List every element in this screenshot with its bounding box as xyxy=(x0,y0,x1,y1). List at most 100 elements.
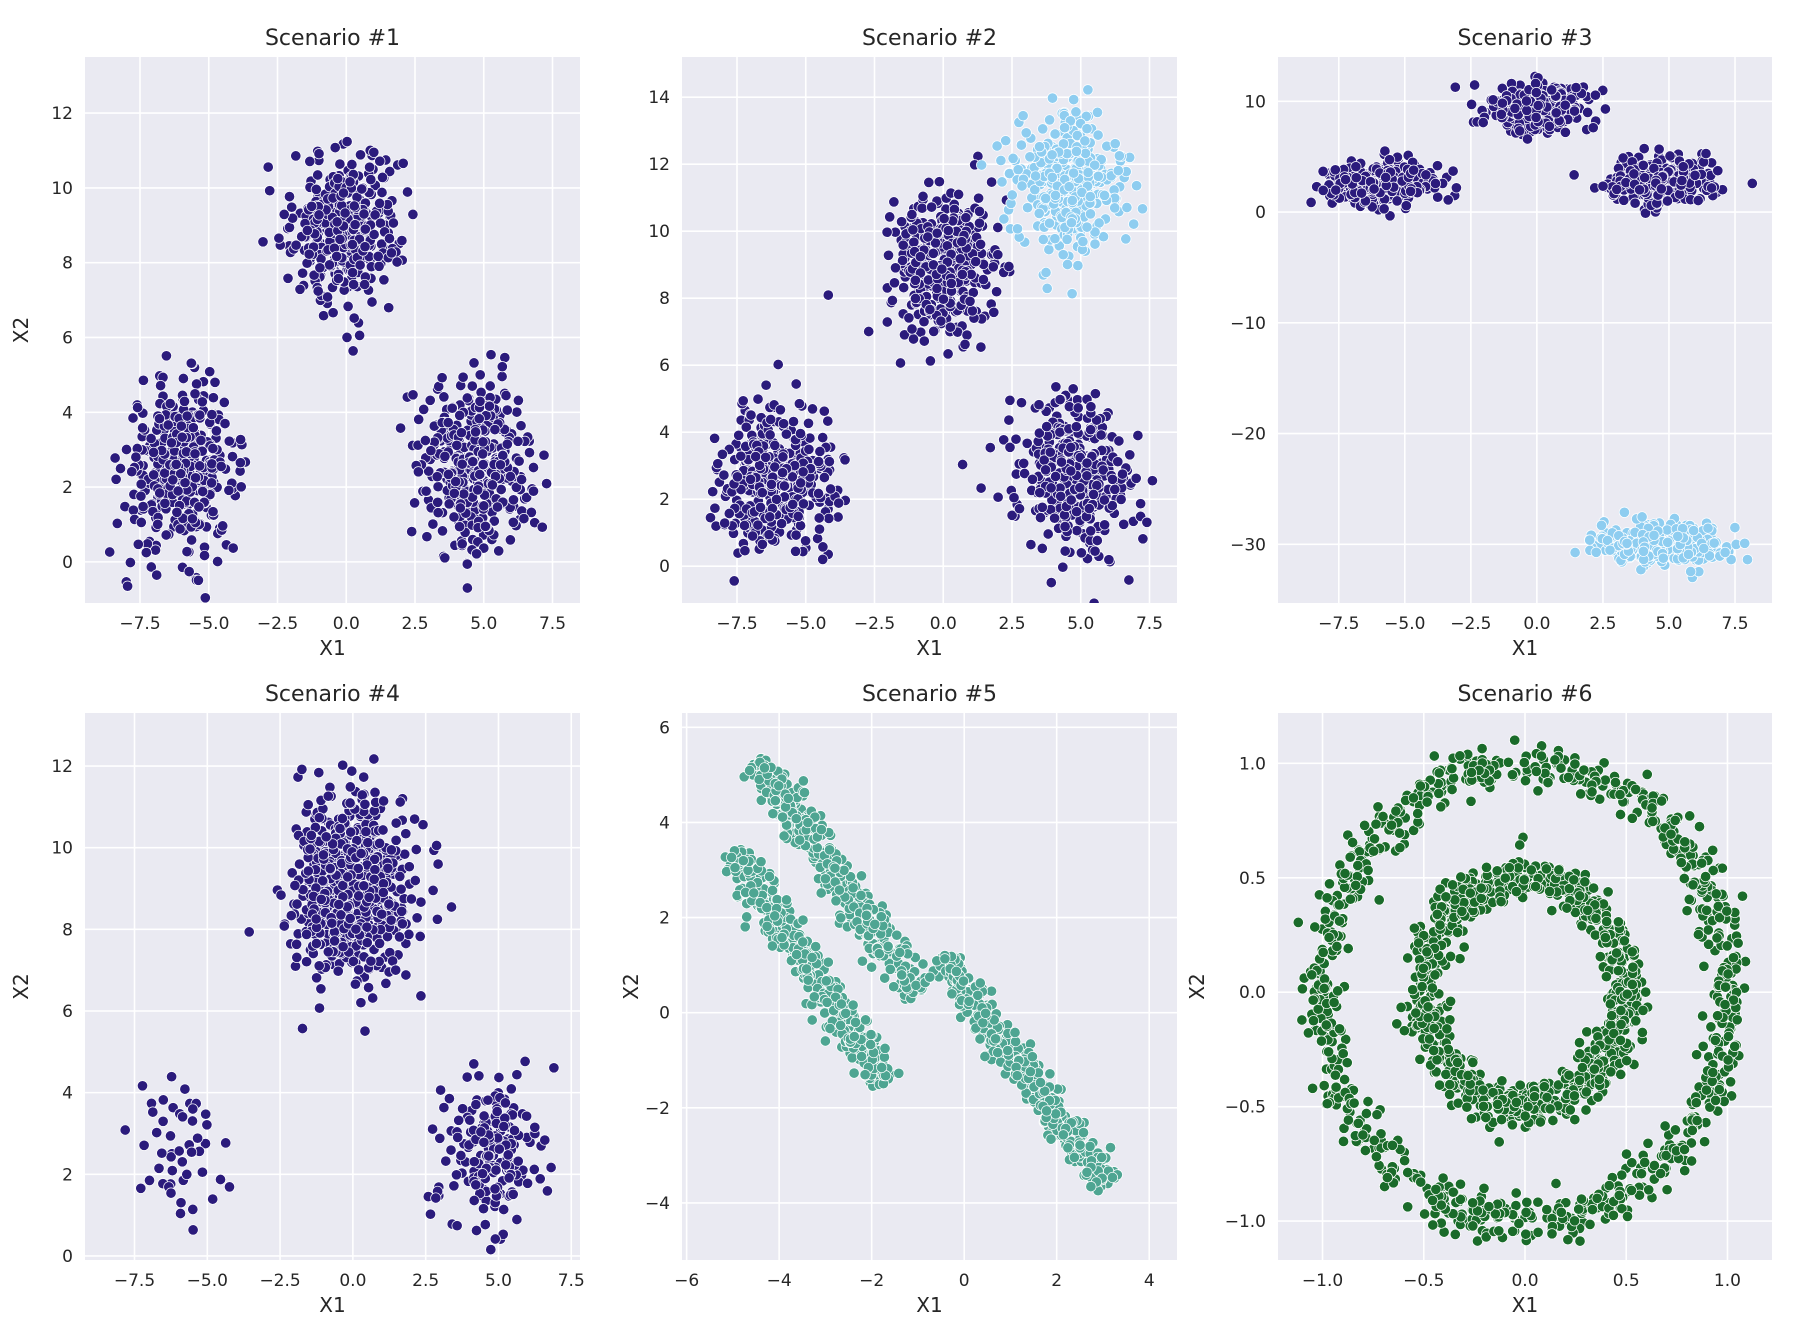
scatter-point xyxy=(413,413,425,425)
scatter-point xyxy=(916,202,928,214)
scatter-point xyxy=(461,558,473,570)
scatter-point xyxy=(1350,172,1362,184)
plot-area xyxy=(1278,57,1772,603)
scatter-point xyxy=(406,526,418,538)
scatter-point xyxy=(817,553,829,565)
scatter-point xyxy=(1033,399,1045,411)
scatter-point xyxy=(1010,433,1022,445)
scatter-point xyxy=(1097,464,1109,476)
scatter-point xyxy=(1033,141,1046,153)
scatter-point xyxy=(415,896,427,908)
scatter-point xyxy=(1003,414,1015,426)
scatter-point xyxy=(456,458,468,470)
scatter-point xyxy=(927,247,939,259)
scatter-point xyxy=(164,1130,177,1142)
scatter-point xyxy=(358,208,370,220)
scatter-point xyxy=(1011,223,1024,235)
scatter-point xyxy=(976,159,988,171)
scatter-point xyxy=(790,529,802,541)
scatter-point xyxy=(1059,521,1071,533)
scatter-point xyxy=(1081,457,1093,469)
scatter-point xyxy=(832,511,844,523)
scatter-point xyxy=(760,379,772,391)
scatter-point xyxy=(986,176,998,188)
scatter-point xyxy=(769,439,781,451)
scatter-point xyxy=(468,357,480,369)
scatter-point xyxy=(314,262,326,274)
scatter-point xyxy=(1350,161,1362,173)
scatter-point xyxy=(776,518,788,530)
chart-title: Scenario #2 xyxy=(862,26,997,51)
scatter-point xyxy=(764,511,776,523)
scatter-point xyxy=(1587,122,1599,134)
scatter-points xyxy=(104,136,553,603)
scatter-point xyxy=(124,556,136,569)
scatter-point xyxy=(1442,194,1454,206)
scatter-point xyxy=(372,250,384,262)
scatter-point xyxy=(956,268,968,280)
scatter-point xyxy=(496,361,508,373)
scatter-point xyxy=(1019,467,1031,480)
scatter-point xyxy=(501,438,513,450)
scatter-point xyxy=(813,523,826,535)
scatter-point xyxy=(304,155,316,167)
scatter-point xyxy=(470,426,482,438)
scatter-point xyxy=(1112,165,1124,177)
scatter-point xyxy=(745,473,757,485)
scatter-point xyxy=(111,517,123,529)
scatter-point xyxy=(1521,104,1533,116)
scatter-point xyxy=(1689,169,1701,181)
scatter-point xyxy=(944,321,956,333)
scatter-point xyxy=(174,523,186,535)
scatter-point xyxy=(988,306,1000,318)
scatter-point xyxy=(733,429,745,441)
scatter-point xyxy=(157,1094,169,1106)
scatter-point xyxy=(354,259,366,271)
scatter-point xyxy=(313,148,325,160)
scatter-point xyxy=(1087,488,1100,500)
scatter-point xyxy=(719,517,731,529)
scatter-point xyxy=(1109,483,1121,495)
scatter-point xyxy=(218,396,230,408)
scatter-point xyxy=(1022,202,1034,214)
scatter-point xyxy=(136,1080,149,1092)
scatter-point xyxy=(348,312,360,324)
y-tick-label: 12 xyxy=(51,104,73,124)
scatter-point xyxy=(162,419,174,431)
scatter-point xyxy=(312,169,324,181)
scatter-point xyxy=(438,391,450,403)
scatter-point xyxy=(1661,195,1674,207)
scatter-point xyxy=(1030,170,1042,182)
scatter-point xyxy=(1071,525,1083,537)
scatter-point xyxy=(917,190,929,202)
scatter-point xyxy=(344,176,356,188)
scatter-point xyxy=(337,187,350,199)
y-tick-label: 6 xyxy=(62,328,73,348)
scatter-point xyxy=(373,260,385,272)
scatter-point xyxy=(1037,233,1049,246)
scatter-point xyxy=(436,372,448,384)
scatter-point xyxy=(764,429,776,441)
x-tick-label: −2.5 xyxy=(1450,614,1491,634)
scatter-point xyxy=(977,274,989,286)
scatter-point xyxy=(909,274,921,286)
scatter-point xyxy=(346,238,358,251)
scatter-point xyxy=(1589,89,1601,101)
scatter-point xyxy=(119,1124,131,1136)
scatter-point xyxy=(1088,597,1100,603)
scatter-point xyxy=(383,232,396,245)
scatter-point xyxy=(504,534,516,546)
scatter-point xyxy=(1025,539,1037,551)
scatter-point xyxy=(1095,429,1107,441)
scatter-point xyxy=(914,251,926,263)
scatter-point xyxy=(960,212,972,224)
y-tick-label: 2 xyxy=(659,490,670,510)
scatter-point xyxy=(931,227,943,239)
scatter-point xyxy=(183,566,195,578)
scatter-point xyxy=(1082,166,1094,179)
scatter-point xyxy=(442,417,454,429)
scatter-point xyxy=(1137,533,1149,545)
scatter-point xyxy=(499,352,511,364)
scatter-point xyxy=(1046,92,1059,104)
scatter-point xyxy=(756,538,768,550)
